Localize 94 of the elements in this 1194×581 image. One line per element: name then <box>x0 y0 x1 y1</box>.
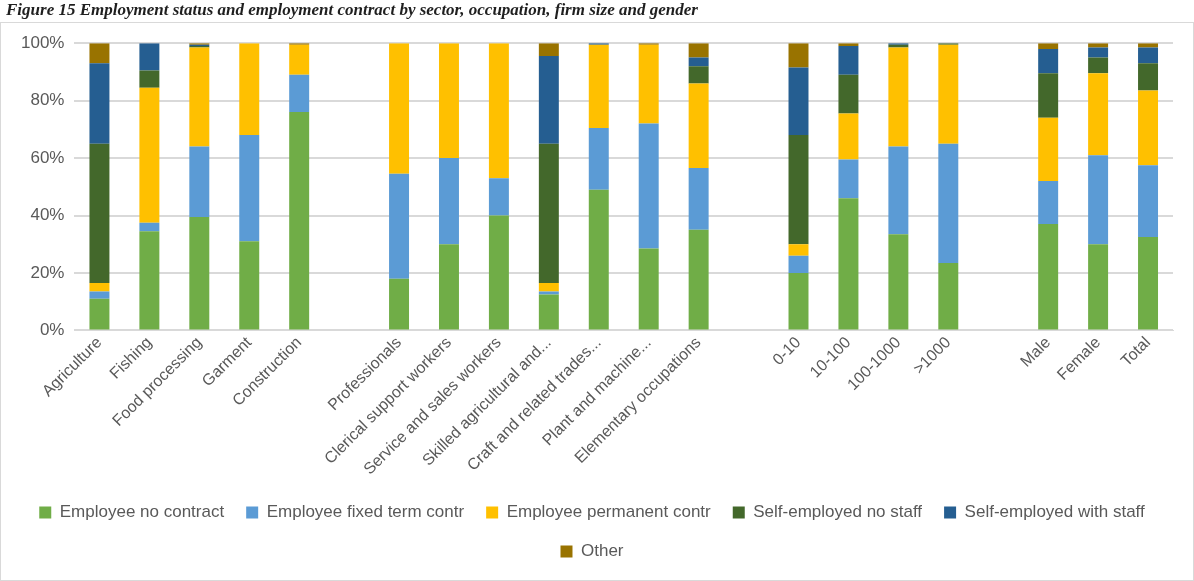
bar <box>688 83 709 169</box>
bar <box>538 43 559 57</box>
bar <box>838 198 859 330</box>
bar <box>938 262 959 330</box>
bar <box>389 43 410 174</box>
bar <box>139 43 160 71</box>
bar <box>638 123 659 249</box>
bar <box>838 159 859 199</box>
bar <box>438 158 459 245</box>
bar <box>688 57 709 67</box>
bar <box>1138 43 1159 48</box>
bar <box>588 127 609 190</box>
bar <box>189 47 210 147</box>
bar <box>838 46 859 75</box>
bar <box>538 282 559 292</box>
bar <box>1038 73 1059 118</box>
bar <box>1138 90 1159 166</box>
legend-label: Self-employed no staff <box>753 502 923 522</box>
bar <box>189 146 210 217</box>
bar <box>389 278 410 330</box>
bar <box>1038 181 1059 225</box>
bar <box>89 282 110 292</box>
bar <box>239 135 260 242</box>
y-tick-label: 80% <box>30 90 65 110</box>
bar <box>1088 155 1109 245</box>
chart-title: Figure 15 Employment status and employment contract by sector, occupation, firm size and gender <box>5 0 699 21</box>
bar <box>139 70 160 88</box>
bar <box>538 56 559 144</box>
bar <box>89 298 110 330</box>
bar <box>788 67 809 136</box>
y-tick-label: 20% <box>30 262 65 282</box>
bar <box>788 135 809 245</box>
bar <box>1088 43 1109 48</box>
bar <box>289 112 310 330</box>
bar <box>588 189 609 330</box>
legend-label: Self-employed with staff <box>964 502 1146 522</box>
bar <box>289 74 310 113</box>
legend-label: Employee no contract <box>59 502 225 522</box>
bar <box>538 294 559 330</box>
bar <box>688 66 709 84</box>
bar <box>1038 48 1059 74</box>
bar <box>89 291 110 299</box>
bar <box>538 143 559 283</box>
bar <box>788 244 809 256</box>
bar <box>139 222 160 232</box>
bar <box>1138 47 1159 64</box>
bar <box>1088 244 1109 330</box>
bar <box>89 143 110 283</box>
bar <box>89 43 110 64</box>
bar <box>888 234 909 330</box>
bar <box>389 173 410 279</box>
bar <box>1088 57 1109 74</box>
bar <box>838 74 859 114</box>
bar <box>139 87 160 223</box>
bar <box>638 248 659 330</box>
bar <box>688 43 709 58</box>
bar <box>938 143 959 263</box>
bar <box>488 43 509 179</box>
legend-label: Employee fixed term contr <box>266 502 465 522</box>
bar <box>289 44 310 75</box>
bar <box>1038 117 1059 182</box>
bar <box>788 255 809 273</box>
bar <box>788 272 809 330</box>
bar <box>438 244 459 330</box>
bar <box>1088 73 1109 156</box>
legend-label: Other <box>580 541 624 561</box>
bar <box>888 47 909 147</box>
bar <box>588 44 609 128</box>
bar <box>1138 63 1159 91</box>
bar <box>488 178 509 216</box>
bar <box>89 63 110 144</box>
legend-label: Employee permanent contr <box>506 502 712 522</box>
bar <box>139 231 160 330</box>
bar <box>1088 47 1109 58</box>
bar <box>688 168 709 230</box>
bar <box>888 146 909 235</box>
y-tick-label: 60% <box>30 147 65 167</box>
bar <box>838 113 859 160</box>
y-tick-label: 40% <box>30 205 65 225</box>
bar <box>688 229 709 330</box>
bar <box>189 216 210 330</box>
y-tick-label: 100% <box>21 32 65 52</box>
bar <box>1038 224 1059 330</box>
bar <box>239 43 260 136</box>
bar <box>638 44 659 124</box>
bar <box>239 241 260 330</box>
bar <box>1138 237 1159 330</box>
bar <box>488 215 509 330</box>
bar <box>438 43 459 159</box>
bar <box>788 43 809 68</box>
x-tick-label: 0-10 <box>769 333 804 369</box>
bar <box>1138 165 1159 238</box>
y-tick-label: 0% <box>39 320 65 340</box>
bar <box>938 44 959 144</box>
